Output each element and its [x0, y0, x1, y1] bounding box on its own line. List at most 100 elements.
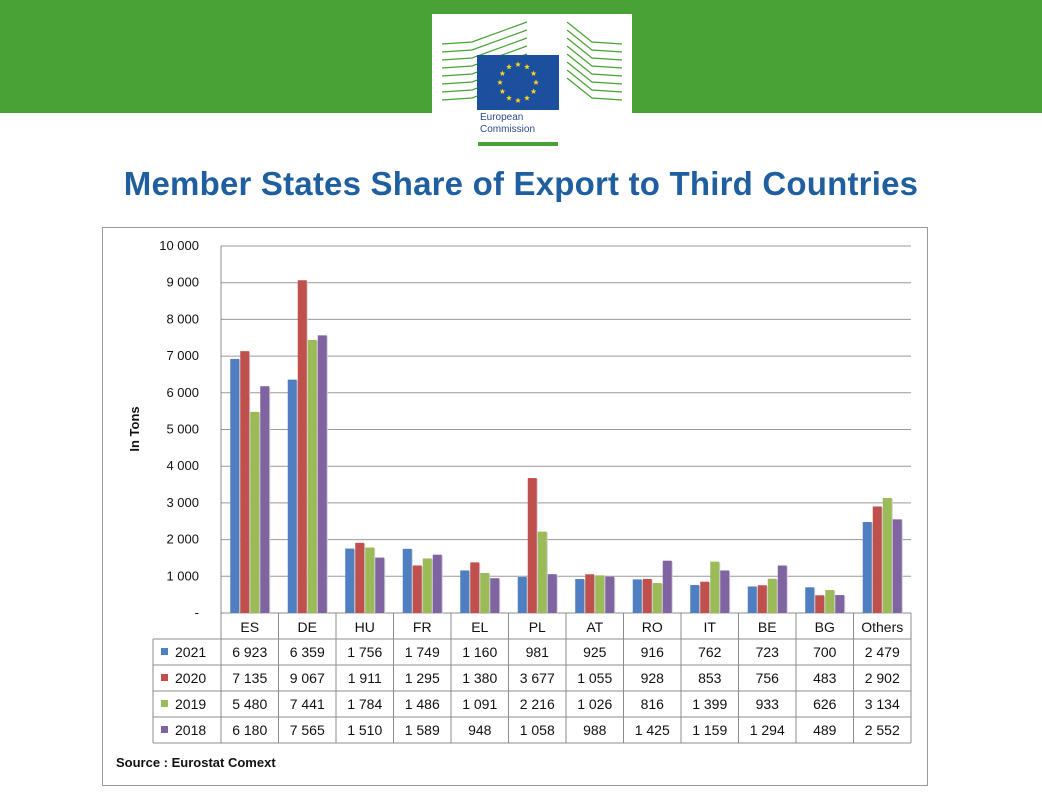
legend-swatch: [161, 700, 168, 707]
data-label: 6 359: [290, 644, 325, 660]
bar-2020-IT: [700, 581, 710, 613]
bar-2018-AT: [605, 576, 615, 613]
data-label: 762: [698, 644, 722, 660]
y-tick-label: 3 000: [166, 495, 199, 510]
logo-underline: [478, 142, 558, 146]
data-label: 1 091: [462, 696, 497, 712]
data-label: 1 589: [405, 722, 440, 738]
data-label: 700: [813, 644, 837, 660]
logo-text: European Commission: [480, 112, 535, 136]
x-tick-label: Others: [861, 619, 903, 635]
bar-2020-RO: [642, 578, 652, 613]
data-label: 483: [813, 670, 837, 686]
data-label: 9 067: [290, 670, 325, 686]
eu-star-icon: [506, 63, 512, 70]
data-label: 2 902: [865, 670, 900, 686]
chart-frame: - 1 000 2 000 3 000 4 000 5 000 6 000 7 000 8 00…: [102, 227, 928, 786]
y-tick-label: 4 000: [166, 458, 199, 473]
page-title: Member States Share of Export to Third C…: [123, 165, 919, 202]
data-label: 7 135: [232, 670, 267, 686]
eu-star-icon: [515, 97, 521, 103]
data-label: 5 480: [232, 696, 267, 712]
bar-2021-BE: [747, 586, 757, 613]
data-label: 1 058: [520, 722, 555, 738]
bar-2021-RO: [632, 579, 642, 613]
bar-chart: - 1 000 2 000 3 000 4 000 5 000 6 000 7 000 8 00…: [127, 238, 912, 744]
data-label: 489: [813, 722, 837, 738]
data-label: 1 294: [750, 722, 785, 738]
y-tick-label: 5 000: [166, 422, 199, 437]
y-tick-label: -: [195, 605, 199, 620]
source-note: Source : Eurostat Comext: [116, 755, 276, 770]
y-tick-label: 8 000: [166, 311, 199, 326]
data-label: 981: [526, 644, 550, 660]
bar-2020-EL: [470, 562, 480, 613]
bar-2020-HU: [355, 542, 365, 613]
bar-2020-BG: [815, 595, 825, 613]
x-tick-label: BE: [758, 619, 777, 635]
data-label: 1 510: [347, 722, 382, 738]
legend-label: 2019: [175, 696, 206, 712]
bar-2021-FR: [402, 548, 412, 613]
eu-star-icon: [506, 95, 512, 101]
eu-star-icon: [524, 63, 530, 70]
legend-label: 2018: [175, 722, 206, 738]
european-commission-logo: European Commission: [432, 14, 632, 146]
bar-2018-Others: [892, 519, 902, 613]
logo-line-commission: Commission: [480, 124, 536, 135]
data-label: 1 749: [405, 644, 440, 660]
bar-2021-Others: [862, 522, 872, 613]
data-label: 1 911: [348, 670, 382, 686]
y-tick-label: 2 000: [166, 532, 199, 547]
bar-2019-PL: [537, 531, 547, 613]
bar-2018-EL: [490, 578, 500, 613]
bar-2018-RO: [662, 560, 672, 613]
data-label: 1 399: [692, 696, 727, 712]
data-label: 7 565: [290, 722, 325, 738]
bar-2019-Others: [882, 497, 892, 613]
data-label: 853: [698, 670, 722, 686]
bar-2018-DE: [317, 335, 327, 613]
bar-2020-BE: [757, 585, 767, 613]
data-label: 6 923: [232, 644, 267, 660]
bar-2018-IT: [720, 570, 730, 613]
eu-star-icon: [530, 88, 537, 94]
bar-2018-BG: [835, 595, 845, 613]
data-label: 3 134: [865, 696, 900, 712]
data-label: 916: [641, 644, 665, 660]
bar-2019-FR: [422, 558, 432, 613]
bar-2018-HU: [375, 557, 385, 613]
y-axis-label: In Tons: [127, 406, 142, 451]
eu-star-icon: [533, 79, 539, 85]
legend-swatch: [161, 726, 168, 733]
legend-swatch: [161, 674, 168, 681]
bar-2019-HU: [365, 547, 375, 613]
data-label: 1 026: [577, 696, 612, 712]
bar-2018-PL: [547, 574, 557, 613]
bar-2020-FR: [412, 565, 422, 613]
x-tick-label: BG: [815, 619, 835, 635]
bar-2018-BE: [777, 565, 787, 613]
eu-star-icon: [530, 70, 537, 76]
x-tick-label: DE: [298, 619, 317, 635]
data-label: 1 055: [577, 670, 612, 686]
legend-label: 2021: [175, 644, 206, 660]
bar-2020-DE: [297, 280, 307, 613]
bar-2019-EL: [480, 572, 490, 613]
data-label: 1 295: [405, 670, 440, 686]
x-tick-label: PL: [529, 619, 546, 635]
bar-2021-PL: [517, 576, 527, 613]
data-label: 928: [641, 670, 665, 686]
data-label: 2 479: [865, 644, 900, 660]
eu-star-icon: [524, 95, 530, 101]
data-label: 3 677: [520, 670, 555, 686]
data-label: 948: [468, 722, 492, 738]
bar-2021-EL: [460, 570, 470, 613]
eu-star-icon: [515, 61, 521, 67]
y-tick-label: 10 000: [159, 238, 199, 253]
data-label: 925: [583, 644, 607, 660]
y-tick-label: 7 000: [166, 348, 199, 363]
bar-2018-ES: [260, 386, 270, 613]
data-label: 2 552: [865, 722, 900, 738]
data-label: 1 756: [347, 644, 382, 660]
